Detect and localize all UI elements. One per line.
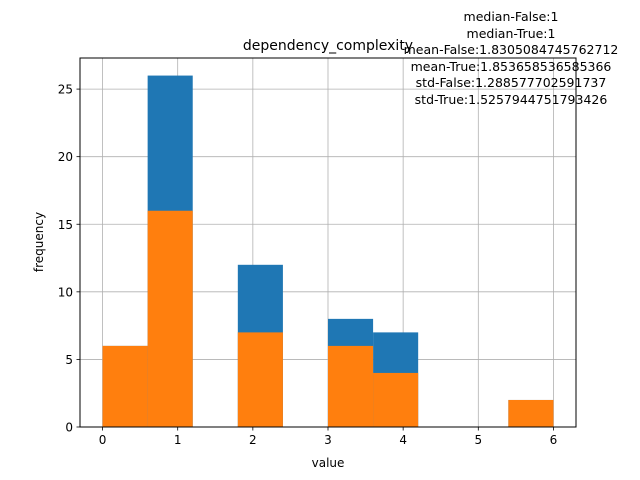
y-tick-label: 10 [58,285,73,299]
y-tick-label: 20 [58,150,73,164]
y-tick-label: 5 [65,353,73,367]
stats-annotation: median-False:1 median-True:1 mean-False:… [404,9,619,107]
histogram-bar-series-1 [508,399,554,427]
stats-line: std-False:1.288577702591737 [416,75,607,90]
y-tick-label: 25 [58,83,73,97]
bars [102,75,554,428]
histogram-bar-series-1 [328,345,374,427]
x-tick-label: 2 [249,433,257,447]
histogram-bar-series-1 [147,210,193,427]
x-axis-label: value [312,456,345,470]
chart-title: dependency_complexity [243,38,413,54]
x-tick-label: 6 [550,433,558,447]
y-tick-label: 0 [65,421,73,435]
stats-line: std-True:1.5257944751793426 [415,92,608,107]
y-axis-label: frequency [32,212,46,272]
y-tick-label: 15 [58,218,73,232]
histogram-bar-series-1 [102,345,148,427]
x-tick-label: 4 [399,433,407,447]
histogram-bar-series-1 [373,372,419,427]
stats-line: median-True:1 [467,26,556,41]
x-tick-label: 5 [474,433,482,447]
ticks: 0 1 2 3 4 5 6 0 5 10 15 20 25 [58,83,558,447]
stats-line: mean-True:1.853658536585366 [411,59,612,74]
histogram-bar-series-1 [237,332,283,427]
x-tick-label: 1 [174,433,182,447]
x-tick-label: 3 [324,433,332,447]
stats-line: median-False:1 [464,9,559,24]
x-tick-label: 0 [99,433,107,447]
stats-line: mean-False:1.8305084745762712 [404,42,619,57]
